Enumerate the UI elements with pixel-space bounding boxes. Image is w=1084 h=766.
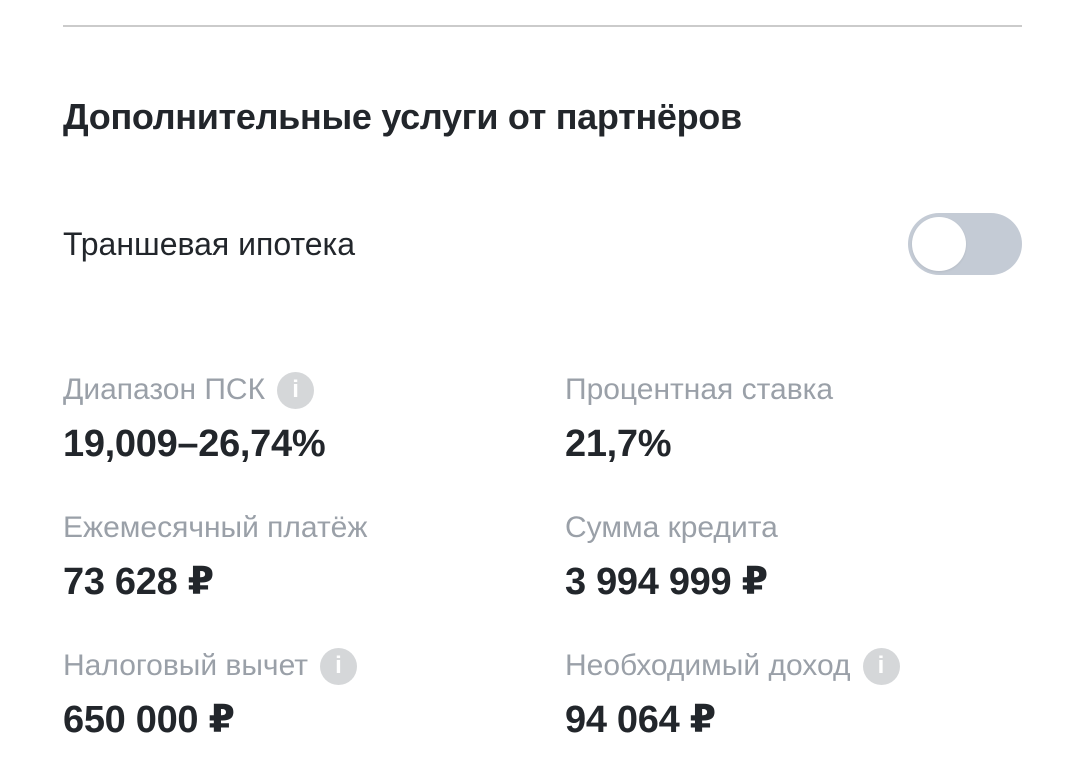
partners-services-section: Дополнительные услуги от партнёров Транш… (0, 25, 1084, 743)
section-title: Дополнительные услуги от партнёров (63, 96, 742, 137)
stat-value: 94 064 ₽ (565, 699, 716, 741)
stat-tax-deduction: Налоговый вычет i 650 000 ₽ (63, 647, 565, 743)
stat-monthly-payment: Ежемесячный платёж 73 628 ₽ (63, 509, 565, 605)
stat-label: Необходимый доход (565, 649, 851, 682)
stat-value: 21,7% (565, 423, 672, 465)
stat-interest-rate: Процентная ставка 21,7% (565, 371, 1022, 467)
section-divider (63, 25, 1022, 27)
mortgage-stats-grid: Диапазон ПСК i 19,009–26,74% Процентная … (63, 371, 1022, 743)
stat-value: 73 628 ₽ (63, 561, 214, 603)
stat-loan-amount: Сумма кредита 3 994 999 ₽ (565, 509, 1022, 605)
stat-value: 19,009–26,74% (63, 423, 326, 465)
info-icon[interactable]: i (277, 371, 315, 409)
stat-required-income: Необходимый доход i 94 064 ₽ (565, 647, 1022, 743)
tranche-mortgage-toggle[interactable] (908, 213, 1022, 275)
stat-label: Налоговый вычет (63, 649, 308, 682)
info-icon[interactable]: i (320, 647, 357, 685)
tranche-mortgage-row: Траншевая ипотека (63, 213, 1022, 275)
tranche-mortgage-label: Траншевая ипотека (63, 225, 356, 262)
stat-psk-range: Диапазон ПСК i 19,009–26,74% (63, 371, 565, 467)
stat-value: 3 994 999 ₽ (565, 561, 768, 603)
stat-label: Диапазон ПСК (63, 373, 266, 406)
stat-label: Сумма кредита (565, 511, 778, 544)
stat-value: 650 000 ₽ (63, 699, 235, 741)
info-icon[interactable]: i (862, 647, 900, 685)
info-glyph: i (292, 376, 299, 403)
toggle-knob (912, 217, 966, 271)
stat-label: Ежемесячный платёж (63, 511, 368, 544)
info-glyph: i (335, 652, 342, 679)
info-glyph: i (877, 652, 885, 679)
stat-label: Процентная ставка (565, 373, 834, 406)
